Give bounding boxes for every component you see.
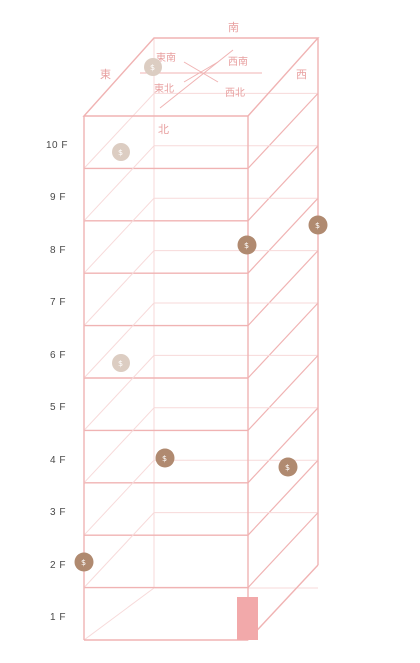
floor-slab-right xyxy=(247,145,319,222)
compass-southeast: 東南 xyxy=(156,51,176,64)
svg-text:$: $ xyxy=(244,241,249,250)
compass-east: 東 xyxy=(100,68,111,81)
coins: $ $ $ $ $ $ $ $ xyxy=(74,58,328,572)
floor-label-8: 8 F xyxy=(50,245,66,256)
back-bottom-edge-left xyxy=(83,587,155,641)
floor-slab-left xyxy=(83,197,155,274)
floor-label-3: 3 F xyxy=(50,507,66,518)
coin-icon: $ xyxy=(112,143,130,161)
compass-northeast: 東北 xyxy=(154,82,174,95)
floor-label-4: 4 F xyxy=(50,455,66,466)
floor-labels: 10 F 9 F 8 F 7 F 6 F 5 F 4 F 3 F 2 F 1 F xyxy=(46,140,68,623)
svg-text:$: $ xyxy=(285,463,290,472)
floor-slab-left xyxy=(83,355,155,431)
compass-line-d2 xyxy=(183,61,219,83)
floor-label-9: 9 F xyxy=(50,192,66,203)
floor-slabs xyxy=(83,92,319,589)
svg-text:$: $ xyxy=(81,558,86,567)
floor-slab-right xyxy=(247,302,319,379)
floor-slab-right xyxy=(247,250,319,327)
coin-icon: $ xyxy=(155,448,175,468)
compass-line-ne xyxy=(159,49,234,109)
floor-slab-right xyxy=(247,92,319,169)
coin-icon: $ xyxy=(308,215,328,235)
compass-north: 北 xyxy=(158,123,169,136)
compass-northwest: 西北 xyxy=(225,87,245,99)
floor-label-1: 1 F xyxy=(50,612,66,623)
floor-label-5: 5 F xyxy=(50,402,66,413)
floor-slab-left xyxy=(83,512,155,588)
svg-text:$: $ xyxy=(315,221,320,230)
floor-label-2: 2 F xyxy=(50,560,66,571)
compass-south: 南 xyxy=(228,21,239,34)
coin-icon: $ xyxy=(144,58,162,76)
floor-label-10: 10 F xyxy=(46,140,68,151)
svg-text:$: $ xyxy=(162,454,167,463)
floor-slab-left xyxy=(83,407,155,484)
coin-icon: $ xyxy=(237,235,257,255)
floor-slab-left xyxy=(83,302,155,379)
floor-label-7: 7 F xyxy=(50,297,66,308)
svg-text:$: $ xyxy=(118,148,123,157)
svg-text:$: $ xyxy=(118,359,123,368)
roof-outline xyxy=(82,37,320,117)
entrance-door xyxy=(237,597,258,640)
floor-slab-right xyxy=(247,407,319,484)
compass-southwest: 西南 xyxy=(228,55,248,68)
floor-slab-left xyxy=(83,459,155,536)
floor-label-6: 6 F xyxy=(50,350,66,361)
coin-icon: $ xyxy=(74,552,94,572)
floor-slab-right xyxy=(247,354,319,431)
floor-slab-left xyxy=(83,93,155,169)
floor-slab-right xyxy=(247,459,319,536)
coin-icon: $ xyxy=(112,354,130,372)
compass: 南 東 西 北 東南 西南 東北 西北 xyxy=(100,21,307,136)
bottom-right-edge xyxy=(247,564,319,641)
floor-slab-left xyxy=(83,145,155,222)
compass-west: 西 xyxy=(296,68,307,81)
coin-icon: $ xyxy=(278,457,298,477)
floor-slab-right xyxy=(247,512,319,589)
floor-slab-left xyxy=(83,250,155,326)
svg-text:$: $ xyxy=(150,63,155,72)
floor-slab-right xyxy=(247,197,319,274)
